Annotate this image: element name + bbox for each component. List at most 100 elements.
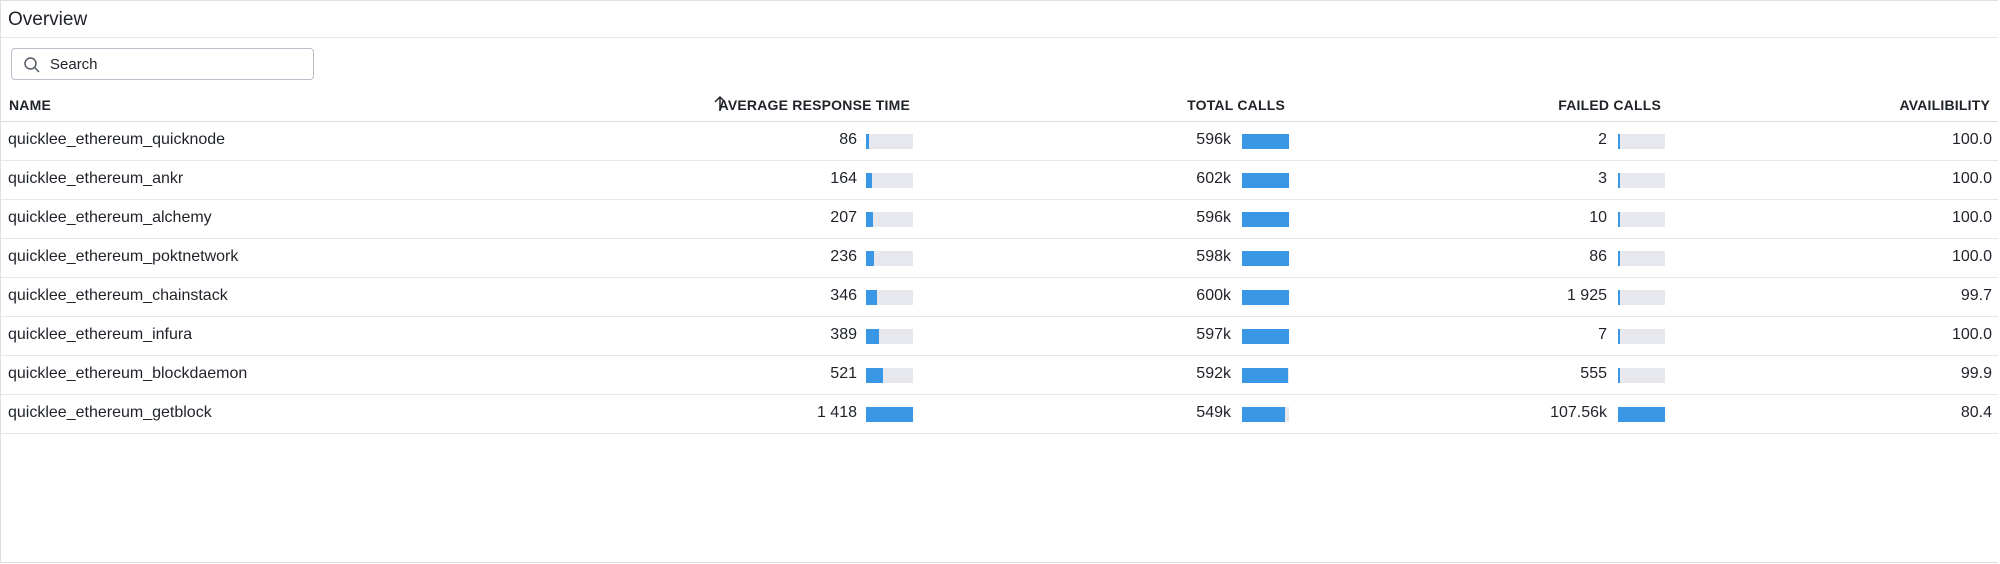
row-failed-calls: 107.56k [1550,404,1607,421]
title-divider [1,37,1998,38]
avg-response-bar-fill [866,251,874,266]
total-calls-bar [1242,134,1289,149]
failed-calls-bar-fill [1618,407,1665,422]
total-calls-bar-fill [1242,212,1289,227]
search-icon [24,57,40,73]
table-header: NAME AVERAGE RESPONSE TIME TOTAL CALLS F… [1,95,1998,122]
total-calls-bar-fill [1242,134,1289,149]
row-failed-calls: 3 [1598,170,1607,187]
row-name[interactable]: quicklee_ethereum_ankr [8,170,184,187]
total-calls-bar-fill [1242,329,1289,344]
avg-response-bar-fill [866,290,878,305]
avg-response-bar [866,407,913,422]
failed-calls-bar [1618,368,1665,383]
avg-response-bar [866,212,913,227]
row-availability: 100.0 [1951,131,1992,148]
total-calls-bar-fill [1242,368,1289,383]
total-calls-bar [1242,173,1289,188]
total-calls-bar [1242,290,1289,305]
row-avg-response: 164 [830,170,857,187]
search-field[interactable]: Search [11,48,314,80]
table-row[interactable]: quicklee_ethereum_chainstack 346 600k 1 … [1,278,1998,317]
row-total-calls: 597k [1196,326,1231,343]
table-row[interactable]: quicklee_ethereum_infura 389 597k 7 100.… [1,317,1998,356]
row-failed-calls: 2 [1598,131,1607,148]
row-failed-calls: 7 [1598,326,1607,343]
row-avg-response: 236 [830,248,857,265]
total-calls-bar-fill [1242,173,1289,188]
row-name[interactable]: quicklee_ethereum_chainstack [8,287,228,304]
table-body: quicklee_ethereum_quicknode 86 596k 2 10… [1,122,1998,434]
table-row[interactable]: quicklee_ethereum_blockdaemon 521 592k 5… [1,356,1998,395]
total-calls-bar [1242,368,1289,383]
failed-calls-bar-fill [1618,134,1620,149]
failed-calls-bar [1618,251,1665,266]
total-calls-bar-fill [1242,251,1289,266]
avg-response-bar-fill [866,134,869,149]
total-calls-bar [1242,329,1289,344]
failed-calls-bar-fill [1618,329,1620,344]
column-header-failed-calls[interactable]: FAILED CALLS [1558,97,1661,113]
row-failed-calls: 86 [1589,248,1607,265]
row-total-calls: 598k [1196,248,1231,265]
row-total-calls: 596k [1196,131,1231,148]
failed-calls-bar [1618,173,1665,188]
table-row[interactable]: quicklee_ethereum_alchemy 207 596k 10 10… [1,200,1998,239]
failed-calls-bar-fill [1618,251,1620,266]
row-availability: 80.4 [1960,404,1992,421]
sort-arrow-up-icon[interactable] [713,95,727,113]
failed-calls-bar-fill [1618,173,1620,188]
failed-calls-bar [1618,290,1665,305]
table-row[interactable]: quicklee_ethereum_ankr 164 602k 3 100.0 [1,161,1998,200]
row-availability: 100.0 [1951,170,1992,187]
row-name[interactable]: quicklee_ethereum_blockdaemon [8,365,248,382]
failed-calls-bar [1618,407,1665,422]
column-header-name[interactable]: NAME [9,97,52,113]
row-availability: 100.0 [1951,326,1992,343]
failed-calls-bar [1618,329,1665,344]
table-row[interactable]: quicklee_ethereum_getblock 1 418 549k 10… [1,395,1998,434]
row-total-calls: 549k [1196,404,1231,421]
row-name[interactable]: quicklee_ethereum_alchemy [8,209,212,226]
avg-response-bar-fill [866,173,872,188]
row-avg-response: 389 [830,326,857,343]
avg-response-bar-fill [866,368,884,383]
total-calls-bar [1242,407,1289,422]
row-name[interactable]: quicklee_ethereum_quicknode [8,131,226,148]
row-name[interactable]: quicklee_ethereum_getblock [8,404,212,421]
row-total-calls: 602k [1196,170,1231,187]
row-availability: 99.7 [1960,287,1992,304]
row-avg-response: 207 [830,209,857,226]
avg-response-bar [866,329,913,344]
column-header-total-calls[interactable]: TOTAL CALLS [1187,97,1285,113]
row-avg-response: 521 [830,365,857,382]
panel-title: Overview [8,9,88,30]
column-header-avg-response[interactable]: AVERAGE RESPONSE TIME [718,97,910,113]
table-row[interactable]: quicklee_ethereum_poktnetwork 236 598k 8… [1,239,1998,278]
failed-calls-bar [1618,134,1665,149]
avg-response-bar [866,290,913,305]
row-failed-calls: 10 [1589,209,1607,226]
row-total-calls: 600k [1196,287,1231,304]
row-availability: 99.9 [1960,365,1992,382]
row-name[interactable]: quicklee_ethereum_infura [8,326,193,343]
avg-response-bar-fill [866,329,879,344]
row-avg-response: 86 [839,131,857,148]
table-row[interactable]: quicklee_ethereum_quicknode 86 596k 2 10… [1,122,1998,161]
search-input[interactable]: Search [50,56,98,73]
row-failed-calls: 1 925 [1566,287,1607,304]
failed-calls-bar-fill [1618,212,1620,227]
row-total-calls: 596k [1196,209,1231,226]
avg-response-bar [866,368,913,383]
avg-response-bar-fill [866,212,874,227]
row-name[interactable]: quicklee_ethereum_poktnetwork [8,248,239,265]
total-calls-bar [1242,212,1289,227]
failed-calls-bar-fill [1618,368,1620,383]
column-header-availability[interactable]: AVAILIBILITY [1899,97,1990,113]
avg-response-bar-fill [866,407,913,422]
avg-response-bar [866,173,913,188]
total-calls-bar [1242,251,1289,266]
avg-response-bar [866,251,913,266]
row-avg-response: 1 418 [816,404,857,421]
row-failed-calls: 555 [1580,365,1607,382]
